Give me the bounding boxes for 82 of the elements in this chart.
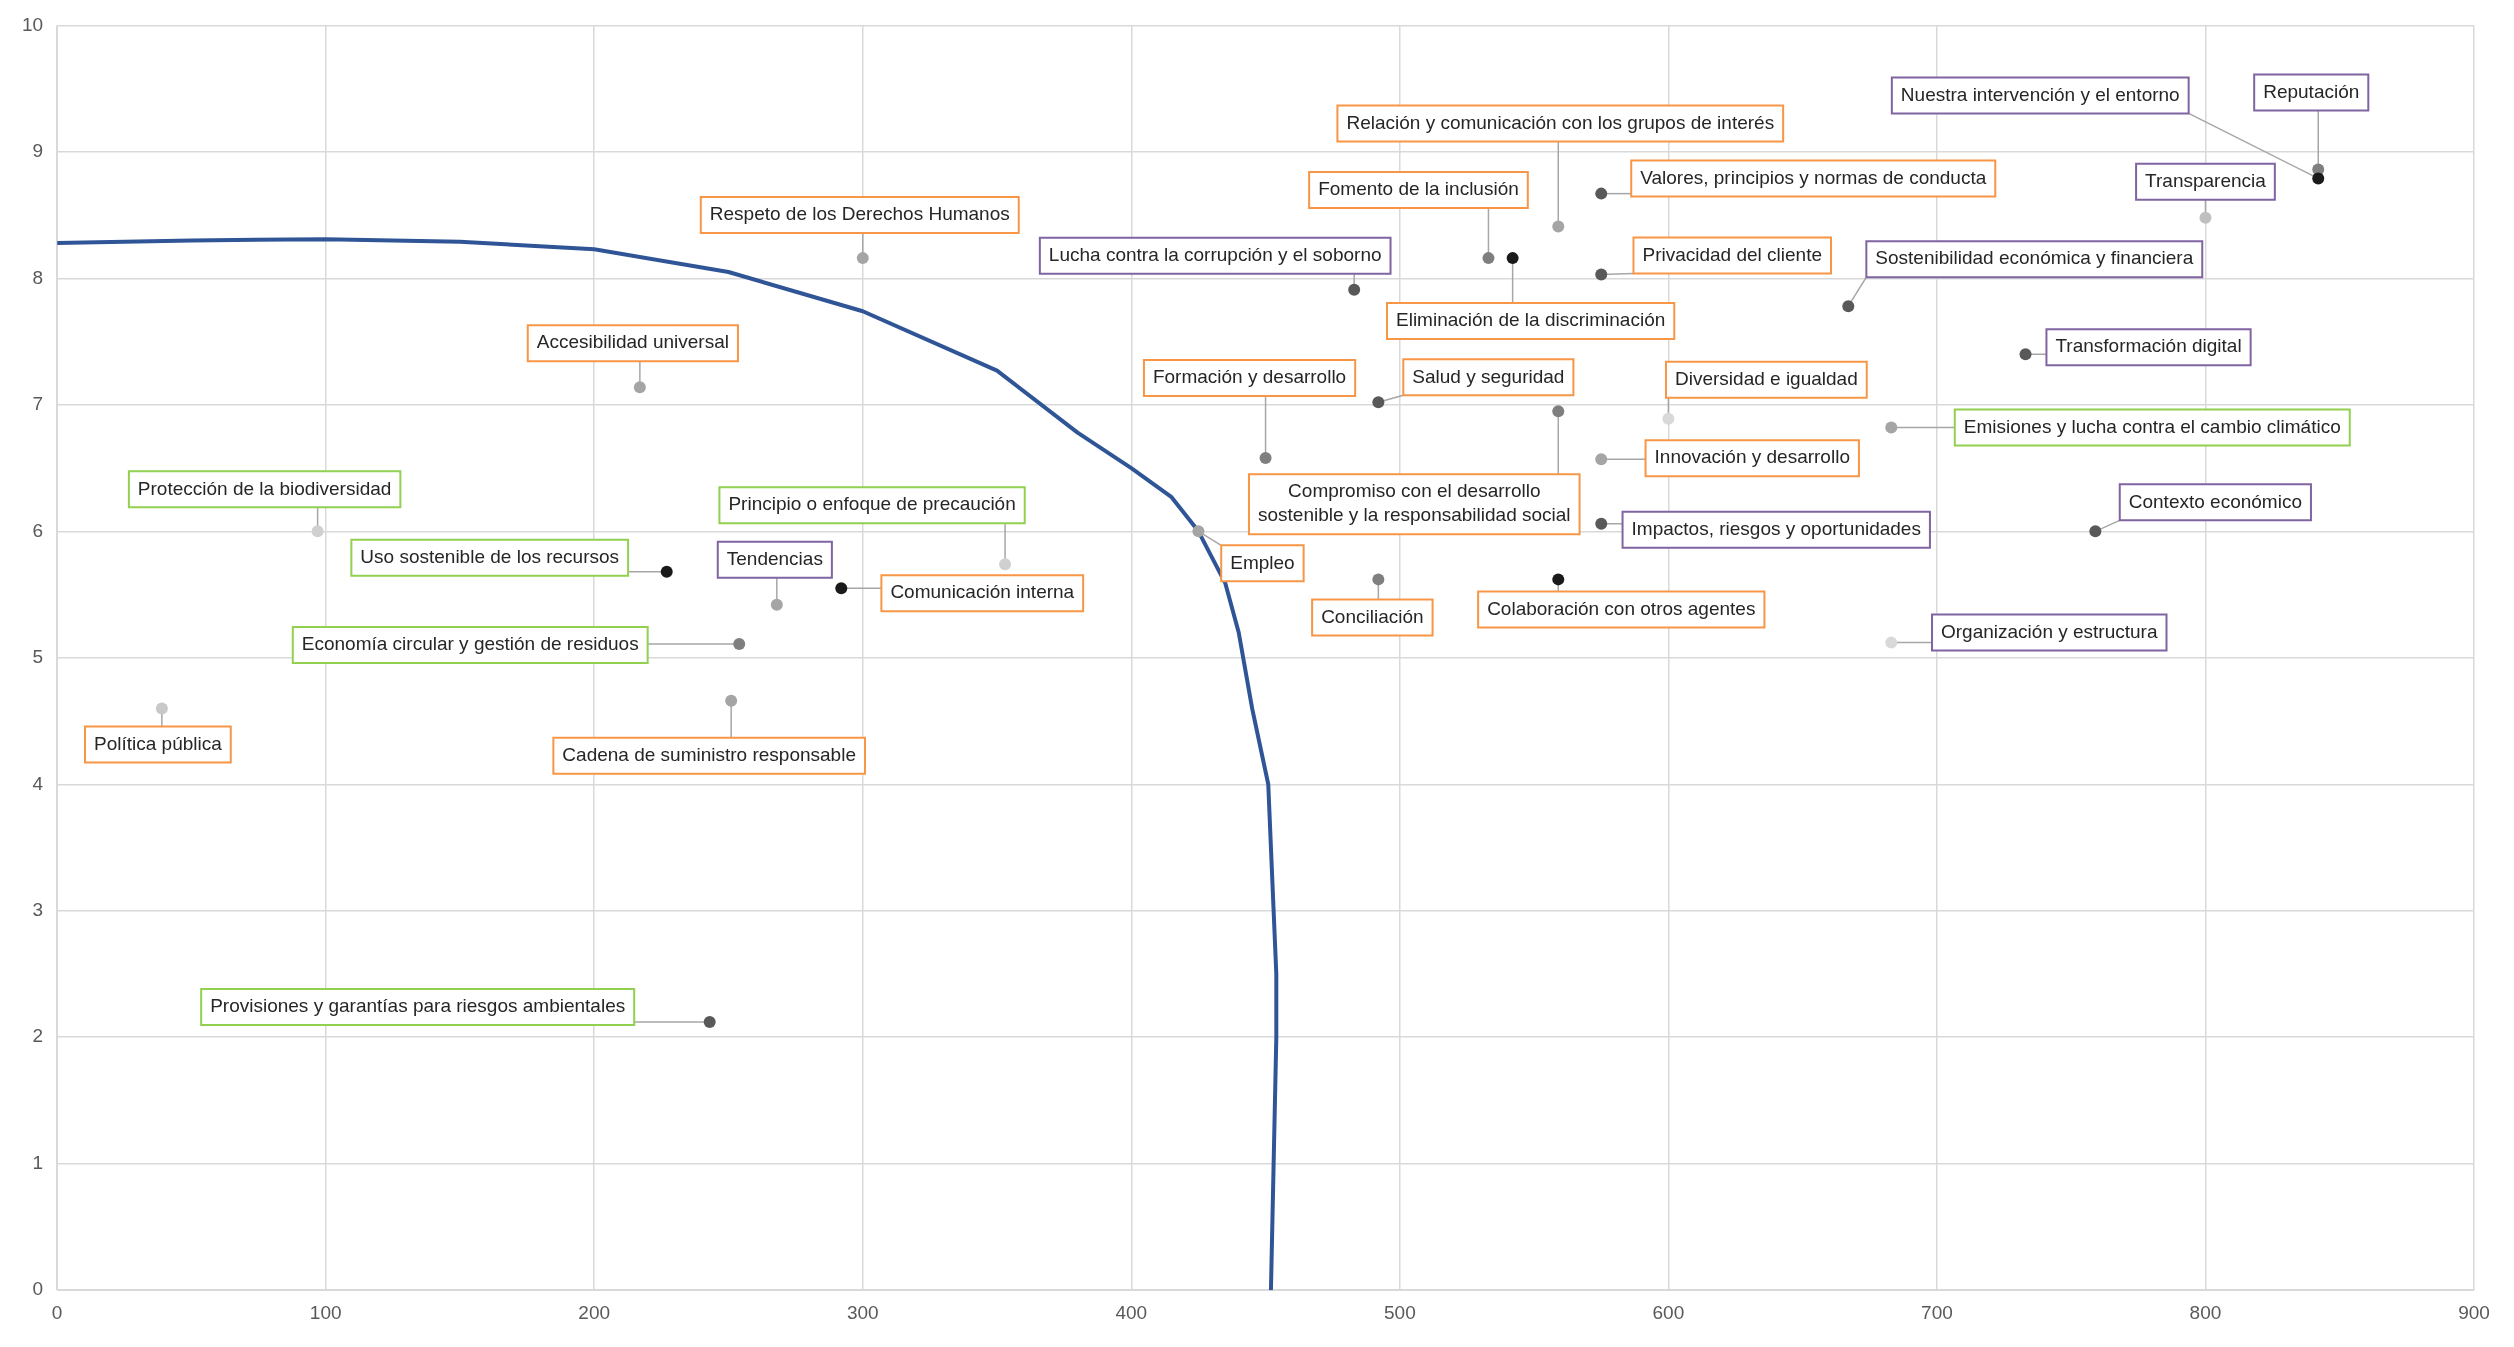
point [155, 702, 168, 715]
x-tick-label: 200 [578, 1301, 611, 1323]
point [2089, 525, 2102, 538]
data-label: Emisiones y lucha contra el cambio climático [1963, 415, 2341, 437]
data-label: Cadena de suministro responsable [562, 744, 856, 766]
data-label: Conciliación [1321, 605, 1424, 627]
y-tick-label: 7 [32, 393, 44, 415]
data-label: Valores, principios y normas de conducta [1640, 166, 1987, 188]
data-label: Contexto económico [2128, 490, 2302, 512]
data-label: Nuestra intervención y el entorno [1900, 83, 2180, 105]
point [1482, 252, 1495, 265]
point [1506, 252, 1519, 265]
y-tick-label: 5 [32, 646, 44, 668]
data-label: Eliminación de la discriminación [1395, 309, 1666, 331]
data-label: Principio o enfoque de precaución [728, 493, 1016, 515]
data-label: Colaboración con otros agentes [1487, 597, 1756, 619]
data-label: Lucha contra la corrupción y el soborno [1048, 243, 1382, 265]
y-tick-label: 9 [32, 140, 44, 162]
point [2199, 211, 2212, 224]
data-label: Compromiso con el desarrollo sostenible y la responsabilidad social [1257, 480, 1571, 526]
data-label: Economía circular y gestión de residuos [301, 633, 639, 655]
x-tick-label: 400 [1115, 1301, 1148, 1323]
point [311, 525, 324, 538]
data-label: Privacidad del cliente [1642, 243, 1823, 265]
point [1552, 220, 1565, 233]
point [1662, 412, 1675, 425]
y-tick-label: 3 [32, 898, 44, 920]
point [1595, 453, 1608, 466]
data-label: Política pública [93, 732, 223, 754]
data-label: Empleo [1230, 551, 1295, 573]
y-tick-label: 10 [21, 13, 44, 35]
y-tick-label: 2 [32, 1025, 44, 1047]
point [1348, 283, 1361, 296]
data-label: Comunicación interna [890, 581, 1075, 603]
point [660, 565, 673, 578]
x-tick-label: 0 [51, 1301, 63, 1323]
x-tick-label: 500 [1383, 1301, 1416, 1323]
y-tick-label: 0 [32, 1278, 44, 1300]
point [1885, 636, 1898, 649]
x-tick-label: 300 [846, 1301, 879, 1323]
point [725, 694, 738, 707]
data-label: Fomento de la inclusión [1318, 178, 1519, 200]
data-label: Transparencia [2145, 169, 2267, 191]
point [633, 381, 646, 394]
y-tick-label: 6 [32, 519, 44, 541]
data-label: Reputación [2263, 80, 2360, 102]
y-tick-label: 4 [32, 772, 44, 794]
data-label: Respeto de los Derechos Humanos [709, 203, 1010, 225]
data-label: Protección de la biodiversidad [137, 477, 392, 499]
point [1595, 517, 1608, 530]
data-label: Organización y estructura [1941, 620, 2158, 642]
x-tick-label: 900 [2458, 1301, 2490, 1323]
data-label: Accesibilidad universal [536, 331, 729, 353]
point [2312, 172, 2325, 185]
point [1192, 525, 1205, 538]
point [1552, 573, 1565, 586]
data-label: Salud y seguridad [1412, 365, 1565, 387]
point [1842, 300, 1855, 313]
x-tick-label: 600 [1652, 1301, 1685, 1323]
y-tick-label: 8 [32, 266, 44, 288]
data-label: Relación y comunicación con los grupos de interés [1346, 111, 1775, 133]
data-label: Impactos, riesgos y oportunidades [1631, 517, 1921, 539]
y-tick-label: 1 [32, 1151, 44, 1173]
data-label: Sostenibilidad económica y financiera [1875, 247, 2194, 269]
x-tick-label: 800 [2189, 1301, 2222, 1323]
point [1259, 451, 1272, 464]
point [2019, 348, 2032, 361]
point [1372, 573, 1385, 586]
data-label: Provisiones y garantías para riesgos ambientales [210, 995, 626, 1017]
data-label: Tendencias [726, 547, 823, 569]
data-label: Diversidad e igualdad [1675, 367, 1858, 389]
point [835, 582, 848, 595]
data-label: Innovación y desarrollo [1654, 446, 1850, 468]
point [999, 558, 1012, 571]
point [856, 252, 869, 265]
data-label: Formación y desarrollo [1152, 366, 1347, 388]
point [733, 637, 746, 650]
x-tick-label: 700 [1921, 1301, 1953, 1323]
x-tick-label: 100 [309, 1301, 342, 1323]
data-label: Uso sostenible de los recursos [360, 546, 620, 568]
data-label: Transformación digital [2055, 335, 2242, 357]
point [1552, 405, 1565, 418]
